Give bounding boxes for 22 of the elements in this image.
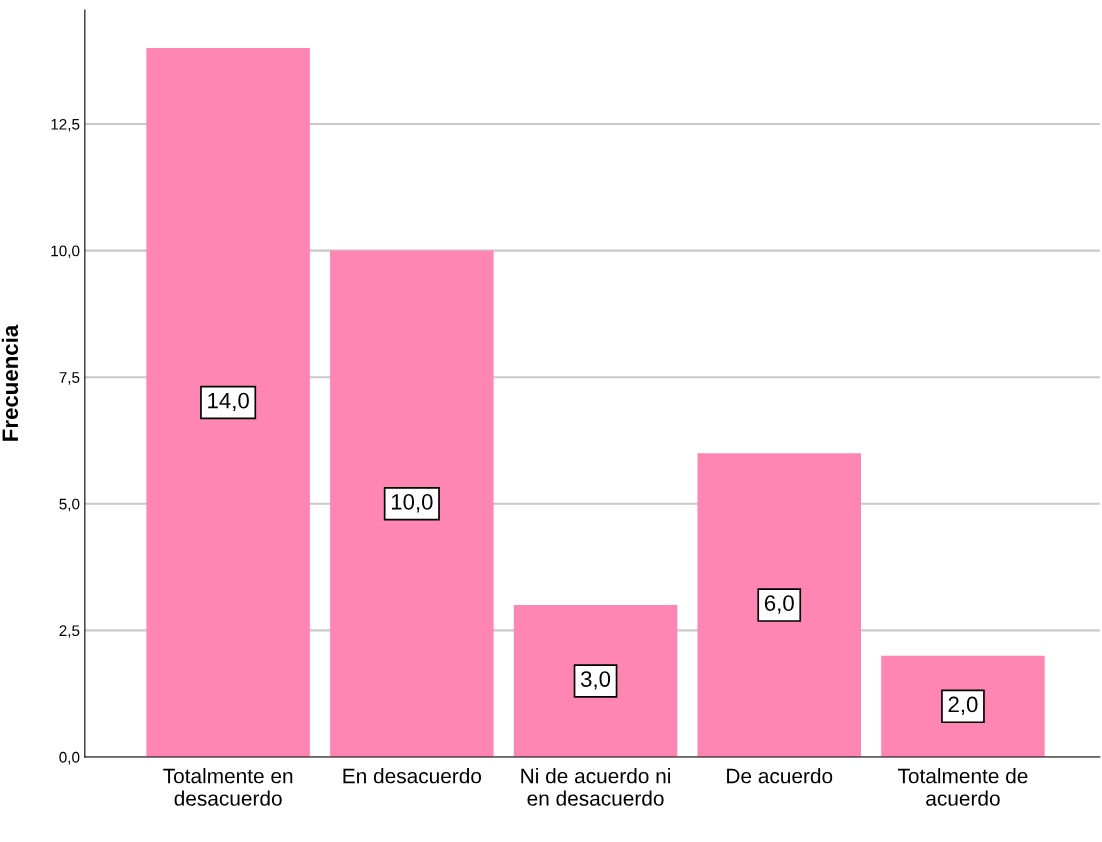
x-tick-label: Totalmente de acuerdo xyxy=(897,768,1028,806)
x-tick-label: En desacuerdo xyxy=(343,768,482,784)
y-tick-label: 7,5 xyxy=(59,372,80,385)
y-tick-label: 12,5 xyxy=(51,118,80,132)
data-label: 6,0 xyxy=(764,595,794,614)
y-tick-label: 10,0 xyxy=(51,245,80,259)
bar xyxy=(513,605,678,757)
data-label: 3,0 xyxy=(580,671,611,690)
bar xyxy=(330,250,494,757)
y-tick-label: 5,0 xyxy=(59,498,80,512)
x-tick-label: Ni de acuerdo ni en desacuerdo xyxy=(521,768,670,806)
y-tick-label: 0,0 xyxy=(59,751,80,765)
x-tick-label: Totalmente en desacuerdo xyxy=(163,768,293,806)
bar xyxy=(146,48,310,757)
y-tick-label: 2,5 xyxy=(59,625,80,638)
data-label: 10,0 xyxy=(391,494,433,513)
bar xyxy=(881,655,1045,757)
bar xyxy=(697,453,861,757)
data-label: 2,0 xyxy=(948,696,978,715)
x-tick-label: De acuerdo xyxy=(727,768,833,784)
data-label: 14,0 xyxy=(208,392,249,412)
y-axis-title: Frecuencia xyxy=(1,324,19,441)
